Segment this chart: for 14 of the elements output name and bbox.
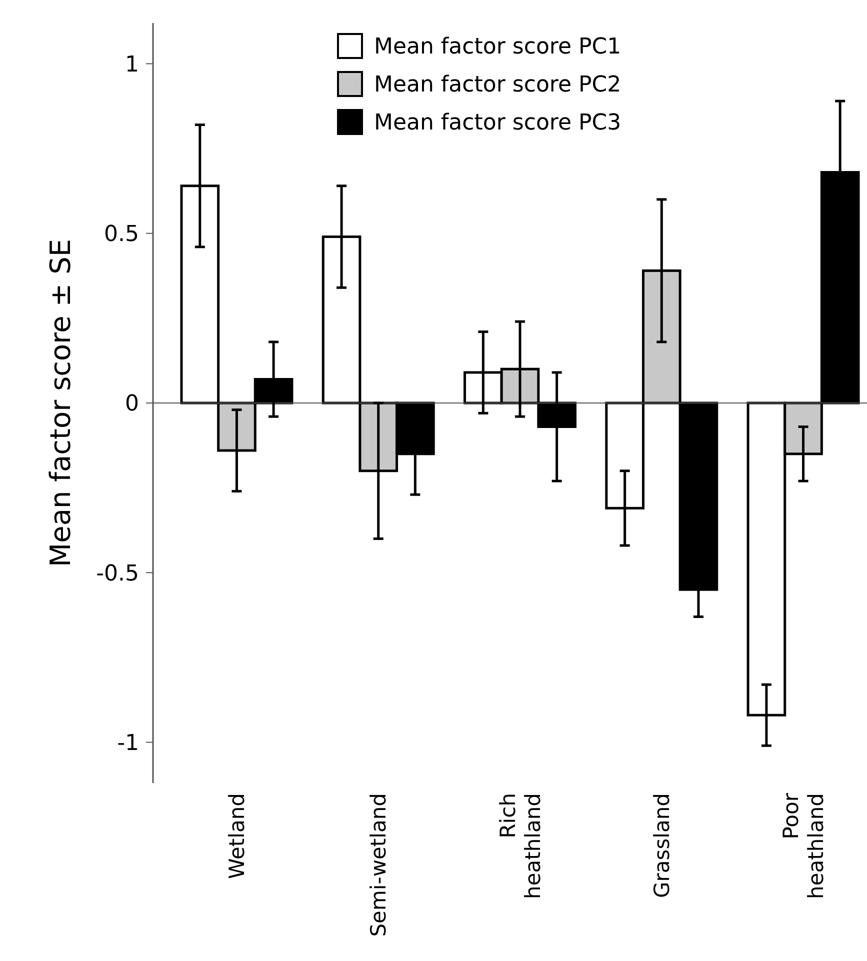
x-tick-label: Rich heathland: [496, 793, 545, 899]
y-tick-label: 0: [125, 392, 139, 417]
legend-label: Mean factor score PC2: [374, 72, 622, 98]
legend-label: Mean factor score PC3: [374, 110, 622, 136]
x-tick-label: Wetland: [225, 793, 250, 880]
y-tick-label: -0.5: [96, 561, 139, 586]
legend-label: Mean factor score PC1: [374, 34, 622, 60]
x-tick-label: Grassland: [650, 793, 674, 898]
x-tick-label: Semi-wetland: [366, 793, 391, 937]
y-tick-label: 1: [125, 52, 139, 78]
y-axis-title: Mean factor score ± SE: [44, 238, 77, 568]
y-tick-label: -1: [117, 730, 139, 756]
x-tick-label: Poor heathland: [779, 792, 828, 899]
y-tick-label: 0.5: [104, 222, 139, 248]
